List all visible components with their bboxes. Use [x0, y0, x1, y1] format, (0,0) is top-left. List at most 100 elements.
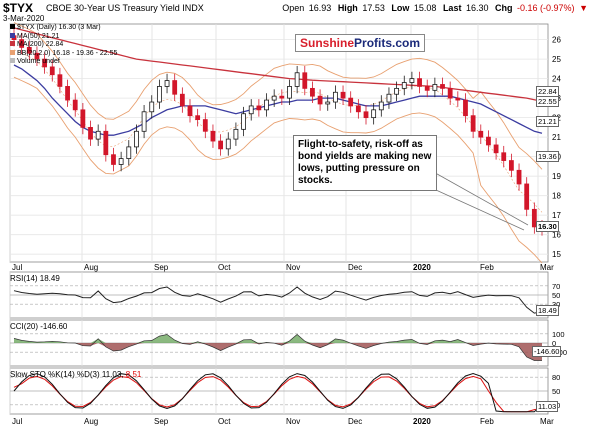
candle-body — [118, 158, 124, 165]
candle-body — [26, 47, 32, 54]
candle-body — [218, 140, 224, 150]
chart-header: $TYX CBOE 30-Year US Treasury Yield INDX… — [0, 0, 600, 23]
candle-body — [493, 144, 499, 154]
candle-body — [332, 91, 338, 103]
candle-body — [401, 82, 407, 89]
candle-body — [233, 128, 239, 140]
candle-body — [95, 130, 101, 140]
candle-body — [470, 115, 476, 132]
candle-body — [371, 109, 377, 119]
legend-ma50: MA(50) 21.21 — [10, 32, 117, 42]
x-tick-label-bottom: Nov — [286, 417, 300, 426]
candle-body — [508, 160, 514, 171]
callout-pointer — [424, 184, 525, 231]
candle-body — [134, 130, 139, 148]
quote-summary: Open 16.93 High 17.53 Low 15.08 Last 16.… — [280, 3, 588, 13]
price-legend: $TYX (Daily) 16.30 (3 Mar) MA(50) 21.21 … — [10, 24, 117, 67]
y-tick-label: 15 — [552, 250, 561, 259]
low-label: Low — [391, 3, 410, 13]
cci-negative-area — [14, 343, 542, 361]
y-tick-label: 25 — [552, 55, 561, 64]
sto-tick-label: 50 — [552, 387, 560, 396]
candle-body — [447, 87, 453, 99]
right-label-bb-mid: 19.36 — [536, 151, 559, 162]
legend-volume: Volume undef — [10, 58, 117, 67]
sto-k-line — [13, 372, 543, 413]
right-label-rsi: 18.49 — [536, 305, 559, 316]
candle-body — [65, 86, 70, 101]
y-tick-label: 19 — [552, 172, 561, 181]
open-value: 16.93 — [308, 3, 332, 13]
x-tick-label-bottom: Feb — [480, 417, 494, 426]
rsi-tick-label: 50 — [552, 291, 560, 300]
candle-body — [141, 111, 147, 132]
x-tick-label: Dec — [348, 263, 362, 272]
ma200-line — [13, 27, 543, 102]
brand-watermark: SunshineProfits.com — [295, 34, 426, 52]
last-value: 16.30 — [465, 3, 489, 13]
x-tick-label-bottom: Aug — [84, 417, 98, 426]
candle-body — [424, 86, 430, 91]
candle-body — [80, 109, 86, 128]
instrument-description: CBOE 30-Year US Treasury Yield INDX — [46, 3, 204, 13]
bb-lower-line — [13, 76, 543, 264]
candle-body — [49, 66, 55, 76]
x-tick-label-bottom: Mar — [540, 417, 554, 426]
sto-d-line — [13, 375, 543, 413]
rsi-label: RSI(14) 18.49 — [10, 274, 60, 283]
candle-body — [310, 87, 315, 97]
candle-body — [378, 101, 384, 111]
x-tick-label: Feb — [480, 263, 494, 272]
candle-body — [432, 84, 438, 91]
y-tick-label: 18 — [552, 192, 561, 201]
candle-body — [126, 146, 132, 160]
candle-body — [463, 99, 468, 117]
y-tick-label: 17 — [552, 211, 561, 220]
candle-body — [386, 93, 392, 103]
candle-body — [241, 113, 246, 130]
candle-body — [172, 80, 178, 95]
x-tick-label-bottom: Jul — [12, 417, 22, 426]
candle-body — [34, 52, 40, 60]
candle-body — [394, 87, 400, 95]
candle-body — [363, 111, 369, 119]
candle-body — [340, 91, 346, 99]
candle-body — [440, 84, 445, 89]
cci-line — [13, 334, 542, 361]
candle-body — [317, 95, 323, 105]
ma50-line — [13, 64, 543, 136]
chg-label: Chg — [495, 3, 513, 13]
x-tick-label: Oct — [218, 263, 231, 272]
candle-body — [264, 99, 269, 111]
x-tick-label: Jul — [12, 263, 22, 272]
y-tick-label: 24 — [552, 75, 561, 84]
candle-body — [478, 130, 484, 138]
candle-body — [156, 86, 162, 103]
legend-ma200: MA(200) 22.84 — [10, 41, 117, 50]
candle-body — [202, 119, 208, 132]
candle-body — [111, 154, 116, 165]
high-label: High — [337, 3, 358, 13]
cci-tick-label: 0 — [552, 339, 556, 348]
candle-body — [149, 101, 155, 113]
candle-body — [524, 183, 530, 210]
open-label: Open — [282, 3, 305, 13]
candle-body — [187, 105, 193, 117]
sto-label: Slow STO %K(14) %D(3) 11.03, 8.51 — [10, 370, 142, 379]
y-tick-label: 16 — [552, 231, 561, 240]
candle-body — [88, 126, 93, 140]
candle-body — [325, 101, 331, 105]
candle-body — [294, 72, 300, 87]
right-label-sto: 11.03 — [536, 401, 559, 412]
last-label: Last — [442, 3, 462, 13]
high-value: 17.53 — [362, 3, 385, 13]
x-tick-label: 2020 — [413, 263, 431, 272]
candle-body — [271, 95, 277, 101]
candle-body — [256, 105, 262, 111]
cci-label: CCI(20) -146.60 — [10, 322, 68, 331]
x-tick-label: Sep — [154, 263, 169, 272]
x-tick-label: Aug — [84, 263, 98, 272]
rsi-line — [13, 286, 543, 314]
candle-body — [19, 39, 25, 48]
candle-body — [195, 115, 201, 120]
